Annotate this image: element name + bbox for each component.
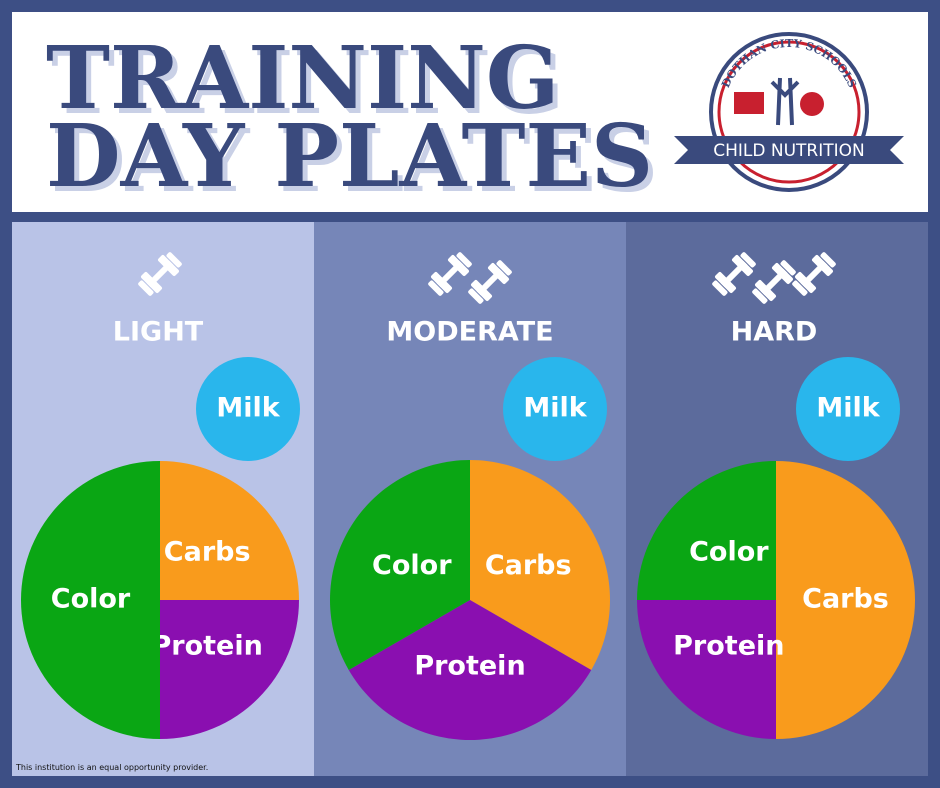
pie-slice: [637, 461, 776, 600]
dumbbell-plate: [715, 272, 736, 293]
dumbbell-plate: [488, 263, 509, 284]
dumbbell-plate: [772, 263, 793, 284]
milk-circle: [196, 357, 300, 461]
dumbbell-plate: [732, 255, 753, 276]
slice-label: Protein: [414, 651, 525, 682]
milk-label: Milk: [816, 393, 880, 424]
milk-label: Milk: [216, 393, 280, 424]
pie-slice: [160, 461, 299, 600]
logo-banner-text: CHILD NUTRITION: [713, 141, 865, 161]
dumbbell-plate: [141, 272, 162, 293]
dumbbell-plate: [158, 255, 179, 276]
dumbbell-plate: [820, 252, 836, 268]
pie-slice: [21, 461, 160, 739]
slice-label: Protein: [673, 631, 784, 662]
dumbbell-icon: [138, 252, 182, 296]
logo-banner: [674, 136, 904, 164]
pie-slice: [348, 600, 592, 740]
pie-slice: [470, 460, 610, 670]
logo-apple: [800, 92, 824, 116]
dumbbell-plate: [471, 280, 492, 301]
dumbbell-plate: [752, 288, 768, 304]
title: TRAINING TRAINING DAY PLATES DAY PLATES: [46, 28, 658, 212]
dumbbell-plate: [780, 260, 796, 276]
dumbbell-plate: [740, 252, 756, 268]
slice-label: Color: [689, 536, 769, 567]
milk-label: Milk: [523, 393, 587, 424]
title-shadow: TRAINING: [51, 33, 564, 134]
footer: This institution is an equal opportunity…: [15, 763, 208, 772]
pie-slice: [637, 600, 776, 739]
logo-ring: [717, 40, 861, 184]
dumbbell-icon: [792, 252, 836, 296]
slice-label: Color: [51, 584, 131, 615]
level-label: MODERATE: [386, 317, 553, 348]
dumbbell-plate: [448, 255, 469, 276]
milk-circle: [796, 357, 900, 461]
dumbbell-plate: [428, 280, 444, 296]
slice-label: Carbs: [485, 550, 572, 581]
dumbbell-icon: [468, 260, 512, 304]
slice-label: Carbs: [164, 536, 251, 567]
dumbbell-icon: [712, 252, 756, 296]
logo-books: [734, 92, 764, 114]
dumbbell-plate: [792, 280, 808, 296]
dumbbell-plate: [166, 252, 182, 268]
dumbbell-plate: [138, 280, 154, 296]
dumbbell-plate: [755, 280, 776, 301]
pie-slice: [160, 600, 299, 739]
title-line: TRAINING: [46, 28, 559, 129]
dumbbell-plate: [496, 260, 512, 276]
dumbbell-plate: [812, 255, 833, 276]
level-label: HARD: [731, 317, 818, 348]
dumbbell-plate: [795, 272, 816, 293]
dumbbell-plate: [431, 272, 452, 293]
pie-slice: [330, 459, 470, 670]
logo-figure: [770, 77, 800, 126]
title-line: DAY PLATES: [46, 106, 653, 207]
milk-circle: [503, 357, 607, 461]
dumbbell-icon: [752, 260, 796, 304]
title-shadow: DAY PLATES: [51, 111, 658, 212]
level-label: LIGHT: [113, 317, 204, 348]
dumbbell-icon: [428, 252, 472, 296]
slice-label: Color: [372, 550, 452, 581]
dumbbell-plate: [456, 252, 472, 268]
slice-label: Carbs: [802, 584, 889, 615]
pie-slice: [776, 461, 915, 739]
dumbbell-plate: [468, 288, 484, 304]
slice-label: Protein: [151, 631, 262, 662]
dumbbell-plate: [712, 280, 728, 296]
